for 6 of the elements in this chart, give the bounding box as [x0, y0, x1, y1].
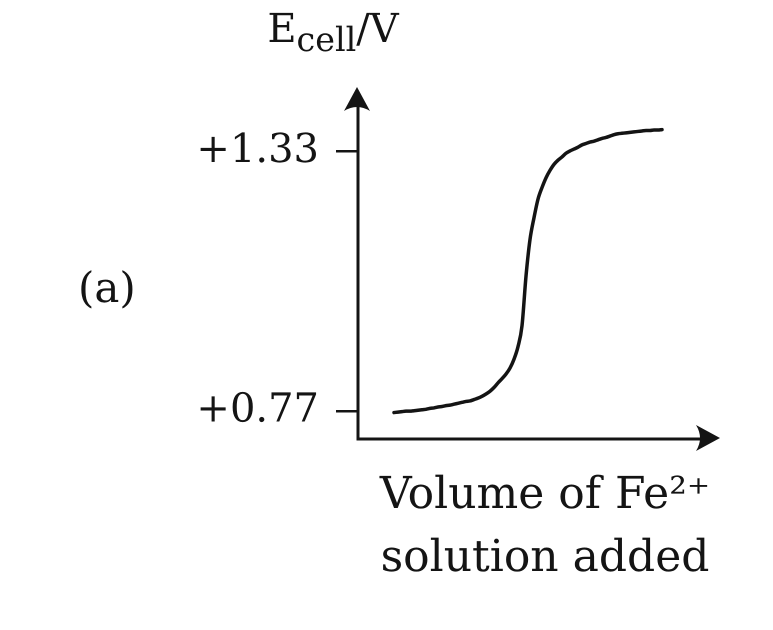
y-tick-label: +0.77 — [196, 386, 319, 432]
x-axis-title: Volume of Fe²⁺ solution added — [378, 467, 712, 584]
line-series — [392, 128, 664, 414]
y-tick-label: +1.33 — [196, 126, 319, 172]
text: (a) — [78, 262, 136, 314]
y-axis-title: E$_{cell}$/V — [267, 5, 399, 61]
